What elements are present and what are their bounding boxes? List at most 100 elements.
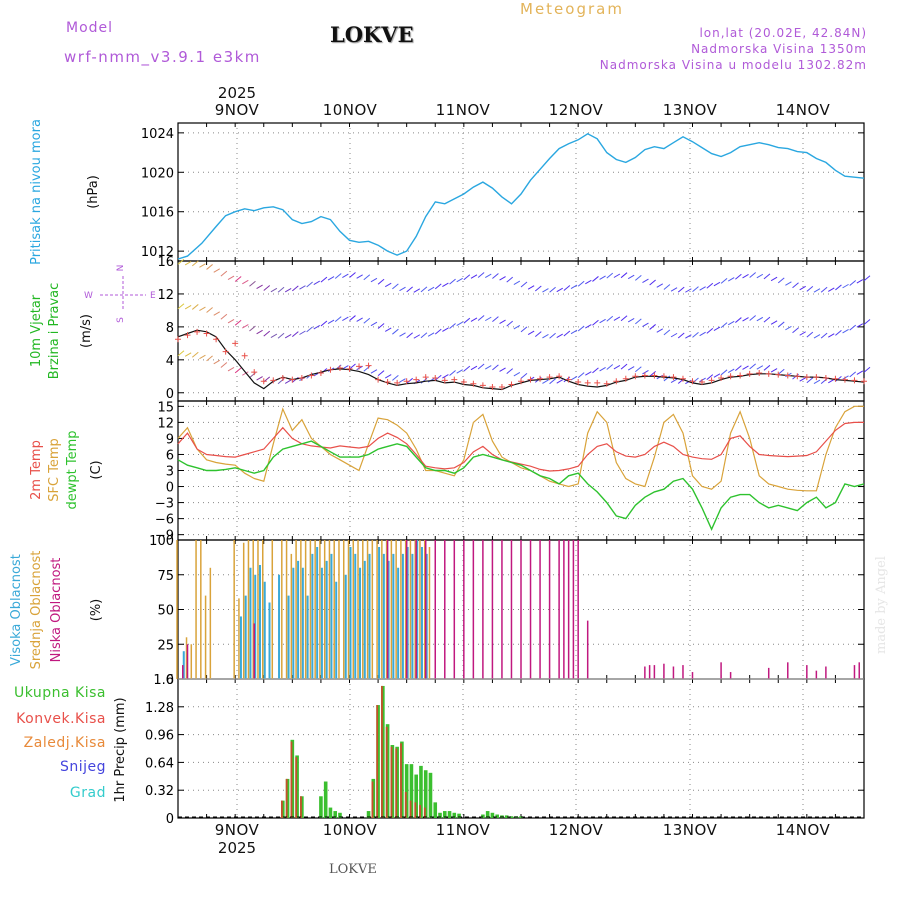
wind-barb xyxy=(799,285,806,291)
wind-barb xyxy=(520,373,528,379)
wind-gust-marker xyxy=(270,377,277,384)
wind-barb xyxy=(384,327,392,332)
wind-gust-marker xyxy=(518,378,524,385)
ytick-label: 0.96 xyxy=(145,729,174,744)
wind-ylabel-1: 10m Vjetar xyxy=(29,294,44,367)
wind-barb xyxy=(263,285,271,291)
wind-barb xyxy=(813,379,821,385)
wind-barb xyxy=(177,303,185,310)
wind-barb xyxy=(456,321,463,327)
precip-bar-total xyxy=(333,811,338,818)
pressure-line xyxy=(177,132,865,260)
wind-barb xyxy=(356,317,363,322)
wind-barb xyxy=(677,332,685,339)
wind-barb xyxy=(585,371,592,376)
wind-barb xyxy=(863,319,871,325)
wind-barb xyxy=(492,316,499,323)
wind-barb xyxy=(606,315,614,322)
wind-barb xyxy=(642,322,649,327)
wind-barb xyxy=(577,280,585,287)
wind-barb xyxy=(713,326,721,331)
wind-barb xyxy=(663,284,671,290)
wind-barb xyxy=(706,327,714,334)
precip-bar-total xyxy=(509,816,514,818)
bottom-day-label: 11NOV xyxy=(436,821,491,839)
wind-gust-marker xyxy=(660,373,667,380)
wind-ylabel-2: Brzina i Pravac xyxy=(47,283,62,380)
wind-barb xyxy=(635,366,642,373)
model-name: wrf-nmm_v3.9.1 e3km xyxy=(64,48,261,66)
ytick-label: −3 xyxy=(155,497,174,512)
wind-barb xyxy=(799,331,806,336)
pressure-unit: (hPa) xyxy=(86,175,101,209)
precip-bar-total xyxy=(457,813,461,818)
wind-barb xyxy=(670,287,678,292)
wind-barb xyxy=(292,285,299,292)
wind-barb xyxy=(663,375,671,382)
wind-gust-marker xyxy=(489,384,496,390)
wind-barb xyxy=(177,258,185,265)
wind-gust-marker xyxy=(175,336,181,343)
wind-barb xyxy=(377,278,385,285)
coords-label: lon,lat (20.02E, 42.84N) xyxy=(699,26,867,40)
wind-barb xyxy=(177,350,185,357)
wind-barb xyxy=(727,320,735,326)
wind-barb xyxy=(663,329,671,336)
precip-bar-total xyxy=(381,685,385,818)
wind-barb xyxy=(542,333,549,339)
wind-barb xyxy=(570,284,578,289)
wind-barb xyxy=(656,328,664,333)
wind-barb xyxy=(242,279,249,285)
wind-gust-marker xyxy=(651,372,658,379)
wind-barb xyxy=(549,286,556,293)
top-day-label: 10NOV xyxy=(323,101,378,119)
wind-barb xyxy=(799,377,806,382)
wind-barb xyxy=(620,315,628,322)
wind-barb xyxy=(499,319,506,325)
wind-barb xyxy=(442,327,449,332)
ytick-label: −9 xyxy=(155,529,174,544)
wind-gust-marker xyxy=(679,375,686,382)
wind-barb xyxy=(313,280,321,285)
wind-barb xyxy=(520,326,528,333)
wind-barb xyxy=(806,285,814,292)
wind-barb xyxy=(242,371,249,376)
wind-barb xyxy=(456,369,463,374)
wind-barb xyxy=(699,331,706,337)
wind-barb xyxy=(806,331,814,338)
wind-gust-marker xyxy=(737,372,744,379)
wind-barb xyxy=(399,286,406,292)
wind-gust-marker xyxy=(194,328,201,335)
ytick-label: 1.28 xyxy=(145,701,174,716)
wind-barb xyxy=(656,283,664,288)
cloud-ylabel-mid: Srednja Oblacnost xyxy=(29,551,44,670)
wind-gust-marker xyxy=(260,378,267,385)
wind-barb xyxy=(242,324,249,329)
compass-w: W xyxy=(84,291,93,301)
precip-legend-0: Ukupna Kisa xyxy=(14,685,106,701)
wind-barb xyxy=(706,282,714,289)
wind-gust-marker xyxy=(394,379,401,386)
wind-barb xyxy=(434,283,442,290)
precip-bar-convective xyxy=(300,796,302,818)
wind-barb xyxy=(256,284,263,290)
wind-barb xyxy=(270,333,278,339)
wind-barb xyxy=(213,359,220,365)
cloud-unit: (%) xyxy=(89,599,104,622)
ytick-label: 0 xyxy=(166,387,174,402)
wind-barb xyxy=(735,273,742,280)
ytick-label: 3 xyxy=(166,465,174,480)
wind-barb xyxy=(384,374,392,379)
wind-gust-marker xyxy=(699,379,706,386)
wind-barb xyxy=(199,354,206,360)
wind-barb xyxy=(184,352,192,357)
wind-barb xyxy=(513,372,521,377)
wind-barb xyxy=(191,351,199,358)
wind-gust-marker xyxy=(689,378,696,385)
wind-barb xyxy=(413,288,421,293)
precip-bar-total xyxy=(442,811,447,818)
wind-barb xyxy=(284,379,292,384)
wind-barb xyxy=(820,286,828,293)
precip-legend-4: Grad xyxy=(70,785,106,801)
wind-barb xyxy=(499,276,506,281)
